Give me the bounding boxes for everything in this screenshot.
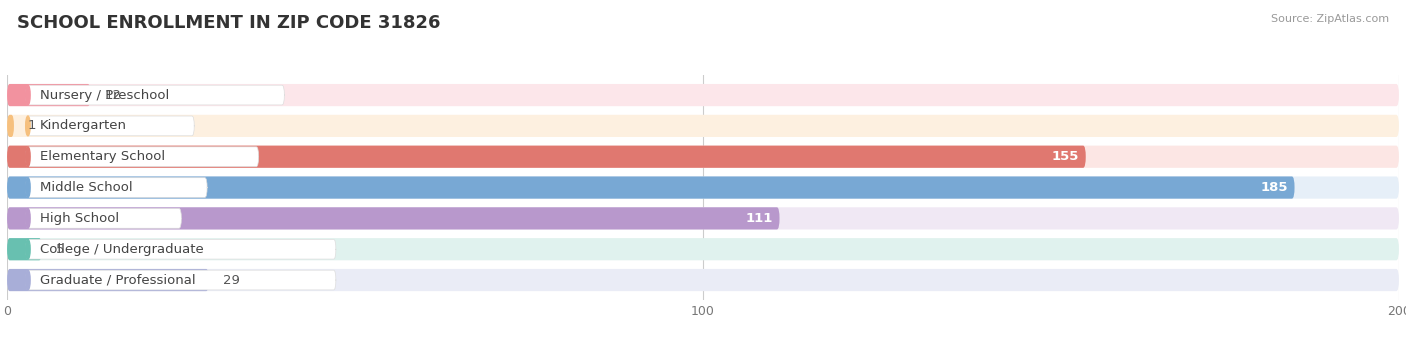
FancyBboxPatch shape: [7, 84, 90, 106]
FancyBboxPatch shape: [7, 207, 1399, 229]
FancyBboxPatch shape: [7, 238, 42, 260]
FancyBboxPatch shape: [7, 146, 1399, 168]
FancyBboxPatch shape: [7, 207, 779, 229]
Circle shape: [25, 85, 30, 105]
FancyBboxPatch shape: [25, 116, 194, 136]
Text: 1: 1: [28, 119, 37, 132]
Text: Elementary School: Elementary School: [39, 150, 165, 163]
FancyBboxPatch shape: [25, 147, 259, 167]
Text: Middle School: Middle School: [39, 181, 132, 194]
FancyBboxPatch shape: [7, 115, 1399, 137]
Circle shape: [25, 147, 30, 167]
Text: College / Undergraduate: College / Undergraduate: [39, 243, 204, 256]
Text: Graduate / Professional: Graduate / Professional: [39, 273, 195, 286]
FancyBboxPatch shape: [7, 176, 1399, 199]
Text: 185: 185: [1260, 181, 1288, 194]
Text: 5: 5: [56, 243, 65, 256]
FancyBboxPatch shape: [25, 270, 336, 290]
Text: High School: High School: [39, 212, 120, 225]
Circle shape: [25, 178, 30, 197]
FancyBboxPatch shape: [7, 238, 1399, 260]
FancyBboxPatch shape: [7, 176, 1295, 199]
Text: 29: 29: [222, 273, 239, 286]
FancyBboxPatch shape: [25, 208, 181, 228]
Text: 155: 155: [1052, 150, 1078, 163]
Circle shape: [25, 116, 30, 136]
Text: 12: 12: [104, 89, 121, 102]
Text: 111: 111: [745, 212, 773, 225]
FancyBboxPatch shape: [25, 178, 207, 197]
FancyBboxPatch shape: [7, 84, 1399, 106]
Circle shape: [25, 239, 30, 259]
FancyBboxPatch shape: [25, 239, 336, 259]
Text: Source: ZipAtlas.com: Source: ZipAtlas.com: [1271, 14, 1389, 24]
FancyBboxPatch shape: [7, 146, 1085, 168]
FancyBboxPatch shape: [7, 269, 1399, 291]
Text: Nursery / Preschool: Nursery / Preschool: [39, 89, 169, 102]
Circle shape: [25, 208, 30, 228]
Text: SCHOOL ENROLLMENT IN ZIP CODE 31826: SCHOOL ENROLLMENT IN ZIP CODE 31826: [17, 14, 440, 32]
Circle shape: [25, 270, 30, 290]
FancyBboxPatch shape: [7, 269, 209, 291]
FancyBboxPatch shape: [7, 115, 14, 137]
Text: Kindergarten: Kindergarten: [39, 119, 127, 132]
FancyBboxPatch shape: [25, 85, 284, 105]
